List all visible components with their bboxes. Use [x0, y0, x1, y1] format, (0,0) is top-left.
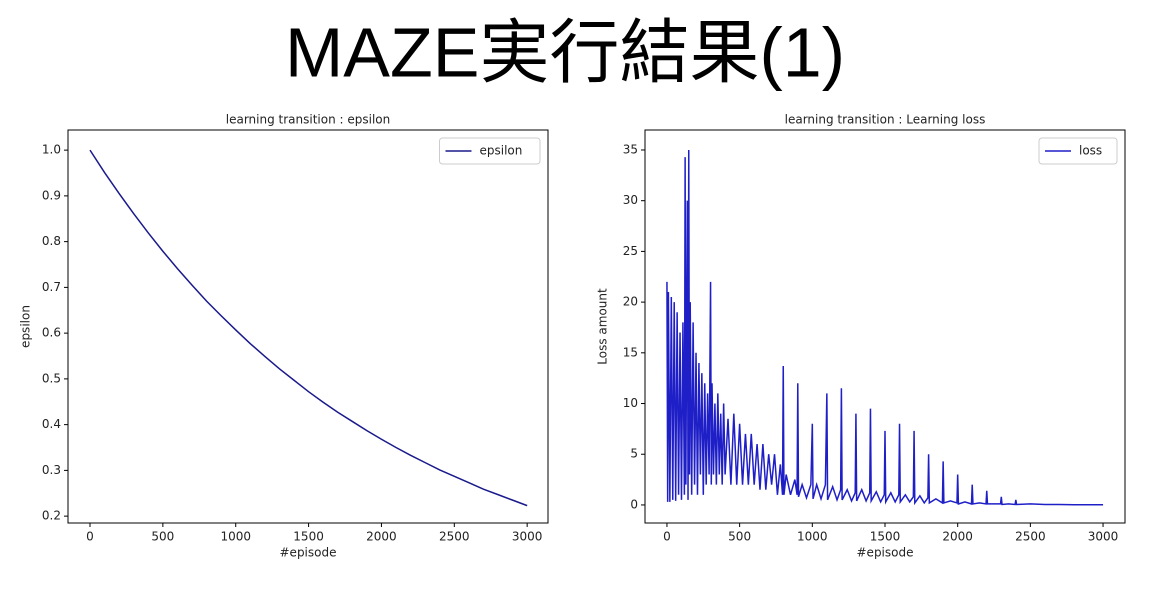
- x-tick-label: 2500: [439, 530, 470, 544]
- y-tick-label: 0.7: [42, 280, 61, 294]
- y-tick-label: 0.4: [42, 417, 61, 431]
- x-tick-label: 500: [151, 530, 174, 544]
- x-tick-label: 1500: [293, 530, 324, 544]
- x-tick-label: 1000: [797, 530, 828, 544]
- y-tick-label: 10: [623, 396, 638, 410]
- y-tick-label: 0.6: [42, 326, 61, 340]
- series-line: [666, 149, 1104, 506]
- y-tick-label: 25: [623, 244, 638, 258]
- slide-title: MAZE実行結果(1): [285, 13, 845, 91]
- plot-frame: [67, 129, 549, 524]
- legend-box: [439, 137, 541, 165]
- series-line: [89, 149, 528, 507]
- x-tick-label: 1000: [220, 530, 251, 544]
- x-tick-label: 500: [728, 530, 751, 544]
- y-tick-label: 5: [630, 447, 638, 461]
- y-tick-label: 0.2: [42, 509, 61, 523]
- x-tick-label: 3000: [1088, 530, 1119, 544]
- y-tick-label: 1.0: [42, 143, 61, 157]
- x-axis-label: #episode: [280, 546, 337, 560]
- y-axis-label: epsilon: [19, 305, 33, 348]
- x-tick-label: 2500: [1015, 530, 1046, 544]
- y-tick-label: 0.9: [42, 188, 61, 202]
- y-tick-label: 15: [623, 345, 638, 359]
- y-tick-label: 0.8: [42, 234, 61, 248]
- y-tick-label: 0: [630, 497, 638, 511]
- y-tick-label: 0.3: [42, 463, 61, 477]
- x-tick-label: 1500: [870, 530, 901, 544]
- y-axis-label: Loss amount: [596, 288, 610, 365]
- legend-label: epsilon: [480, 144, 523, 158]
- legend-label: loss: [1079, 144, 1102, 158]
- plot-frame: [644, 129, 1126, 524]
- chart-title: learning transition : epsilon: [226, 113, 390, 127]
- x-tick-label: 2000: [942, 530, 973, 544]
- x-tick-label: 2000: [366, 530, 397, 544]
- y-tick-label: 35: [623, 142, 638, 156]
- y-tick-label: 0.5: [42, 371, 61, 385]
- legend-box: [1038, 137, 1118, 165]
- x-tick-label: 0: [663, 530, 671, 544]
- x-tick-label: 3000: [512, 530, 543, 544]
- y-tick-label: 30: [623, 193, 638, 207]
- x-axis-label: #episode: [857, 546, 914, 560]
- y-tick-label: 20: [623, 295, 638, 309]
- x-tick-label: 0: [86, 530, 94, 544]
- chart-title: learning transition : Learning loss: [785, 113, 986, 127]
